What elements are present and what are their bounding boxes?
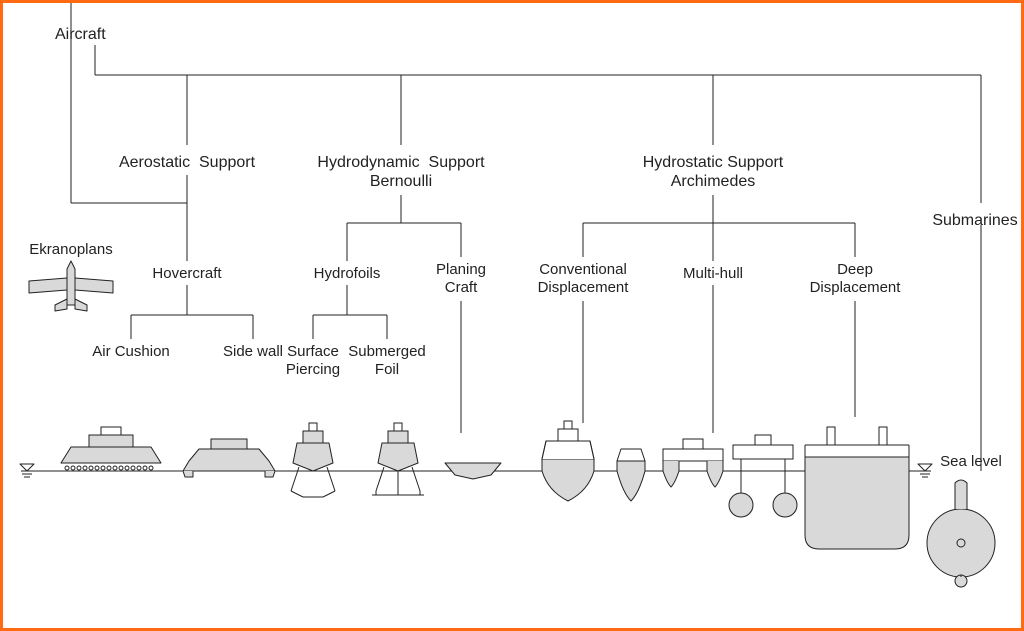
root-label: Aircraft xyxy=(55,25,106,44)
convdisp-label: Conventional Displacement xyxy=(538,261,629,297)
subfoil-label: Submerged Foil xyxy=(348,343,426,379)
multihull-label: Multi-hull xyxy=(683,265,743,283)
deepdisp-label: Deep Displacement xyxy=(810,261,901,297)
submarines-label: Submarines xyxy=(932,211,1017,230)
diagram-svg xyxy=(3,3,1021,628)
hydrostatic-label: Hydrostatic Support Archimedes xyxy=(643,153,784,191)
hovercraft-label: Hovercraft xyxy=(152,265,221,283)
hydrofoils-label: Hydrofoils xyxy=(314,265,381,283)
ekranoplans-label: Ekranoplans xyxy=(29,241,112,259)
aircushion-label: Air Cushion xyxy=(92,343,170,361)
sea-level-label: Sea level xyxy=(940,453,1002,471)
surfpierce-label: Surface Piercing xyxy=(286,343,340,379)
planing-label: Planing Craft xyxy=(436,261,486,297)
sidewall-label: Side wall xyxy=(223,343,283,361)
diagram-frame: Aircraft Aerostatic Support Hydrodynamic… xyxy=(0,0,1024,631)
aerostatic-label: Aerostatic Support xyxy=(119,153,255,172)
hydrodynamic-label: Hydrodynamic Support Bernoulli xyxy=(317,153,484,191)
